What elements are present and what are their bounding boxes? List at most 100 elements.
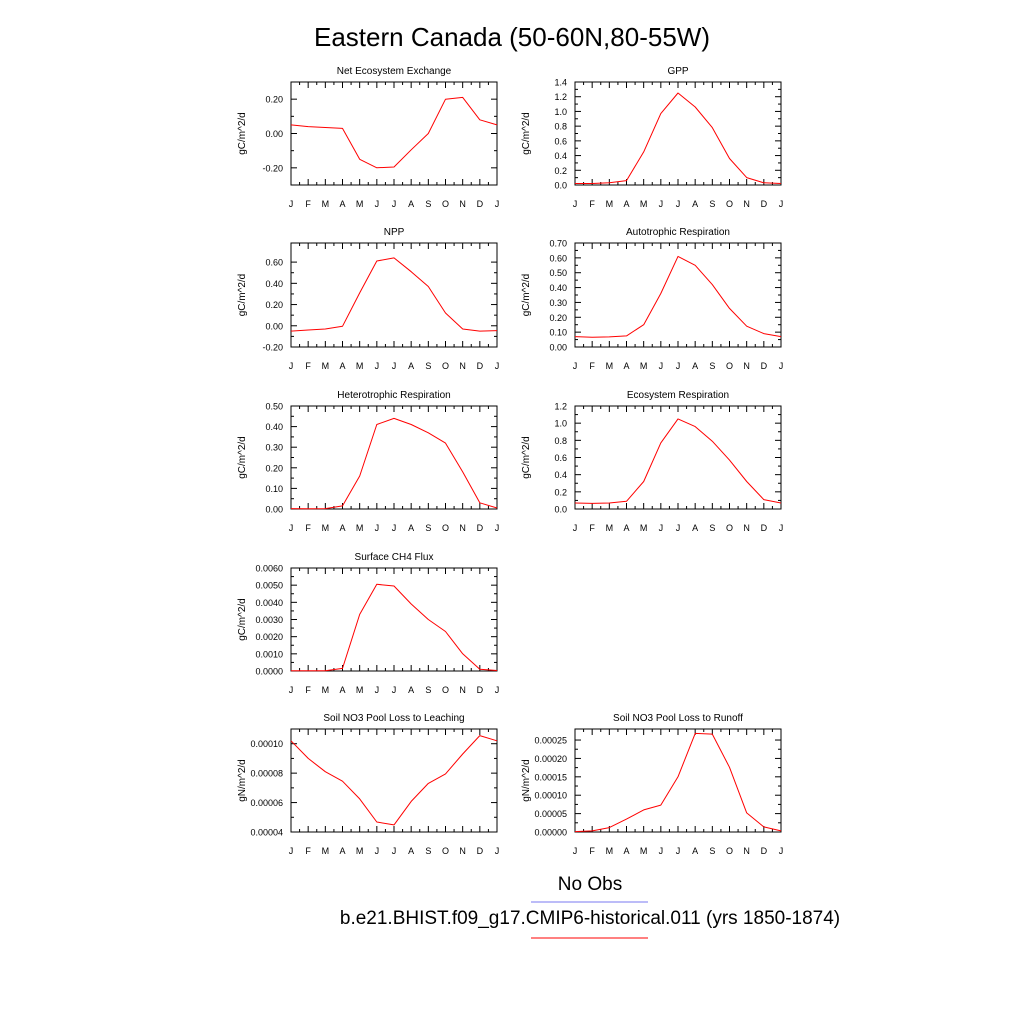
x-tick-label: J [495,523,500,533]
series-line-0 [575,92,782,184]
x-tick-label: S [425,361,431,371]
series-line-0 [574,255,782,338]
y-tick-label: 0.20 [265,95,283,105]
plot-frame [574,405,782,510]
y-tick-label: 0.20 [265,463,283,473]
chart-title: NPP [384,227,405,238]
x-tick-label: O [442,523,449,533]
x-tick-label: F [305,523,311,533]
x-tick-label: F [305,685,311,695]
x-tick-label: J [289,523,294,533]
x-tick-label: D [761,199,768,209]
y-tick-label: 0.0050 [255,581,283,591]
y-tick-label: 0.40 [265,279,283,289]
x-tick-label: J [676,846,681,856]
y-tick-label: 0.0040 [255,598,283,608]
x-tick-label: J [495,361,500,371]
x-tick-label: N [743,199,750,209]
plot-frame [574,728,782,833]
series-line-0 [290,583,498,672]
y-tick-label: 0.00008 [250,769,283,779]
x-tick-label: N [459,685,466,695]
chart-panel-7: Soil NO3 Pool Loss to Leaching gN/m^2/d J F… [237,713,499,856]
y-tick-label: -0.20 [262,343,283,353]
x-tick-label: M [322,685,330,695]
x-tick-label: J [659,199,664,209]
y-tick-label: 0.00006 [250,798,283,808]
x-tick-label: S [709,846,715,856]
x-tick-label: J [779,361,784,371]
legend-label-model: b.e21.BHIST.f09_g17.CMIP6-historical.011… [340,908,840,929]
x-tick-label: F [589,523,595,533]
x-tick-label: S [709,199,715,209]
x-tick-label: J [676,523,681,533]
plot-frame [290,405,498,510]
x-tick-label: J [495,685,500,695]
x-tick-label: F [589,846,595,856]
x-tick-label: J [392,361,397,371]
y-tick-label: 1.2 [554,402,567,412]
x-tick-label: S [709,523,715,533]
y-tick-label: 0.50 [549,268,567,278]
y-tick-label: 0.00 [265,505,283,515]
x-tick-label: S [425,846,431,856]
x-tick-label: J [392,199,397,209]
chart-title: Autotrophic Respiration [626,227,730,238]
y-axis-label: gC/m^2/d [237,598,248,641]
x-tick-label: A [339,199,345,209]
x-tick-label: J [659,523,664,533]
x-tick-label: A [692,846,698,856]
x-tick-label: N [743,846,750,856]
chart-title: Surface CH4 Flux [355,552,434,563]
y-tick-label: 0.00004 [250,828,283,838]
y-tick-label: 0.00020 [534,754,567,764]
x-tick-label: O [726,523,733,533]
x-tick-label: O [726,846,733,856]
y-tick-label: 0.00025 [534,736,567,746]
y-tick-label: 0.40 [549,283,567,293]
y-tick-label: 0.00 [549,343,567,353]
y-tick-label: 0.0010 [255,649,283,659]
y-axis-label: gN/m^2/d [237,759,248,802]
plot-frame [574,242,782,348]
x-tick-label: A [339,846,345,856]
x-tick-label: J [495,846,500,856]
x-tick-label: J [659,846,664,856]
y-tick-label: -0.20 [262,163,283,173]
x-tick-label: J [392,846,397,856]
x-tick-label: A [408,199,414,209]
legend: No Obs b.e21.BHIST.f09_g17.CMIP6-histori… [340,874,840,939]
x-tick-label: J [779,846,784,856]
x-tick-label: D [477,685,484,695]
x-tick-label: J [289,361,294,371]
y-tick-label: 0.50 [265,402,283,412]
series-line-0 [290,96,498,169]
x-tick-label: A [623,846,629,856]
x-tick-label: A [339,361,345,371]
y-axis-label: gC/m^2/d [521,274,532,317]
series-line-0 [574,732,782,833]
x-tick-label: O [726,199,733,209]
x-tick-label: D [477,199,484,209]
x-tick-label: J [676,361,681,371]
x-tick-label: M [640,846,648,856]
x-tick-label: O [726,361,733,371]
y-axis-label: gC/m^2/d [237,274,248,317]
y-tick-label: 1.4 [554,78,567,88]
x-tick-label: M [356,523,364,533]
x-tick-label: F [305,846,311,856]
x-tick-label: A [623,199,629,209]
x-tick-label: A [408,361,414,371]
x-tick-label: A [408,685,414,695]
y-tick-label: 0.0030 [255,615,283,625]
x-tick-label: N [459,523,466,533]
x-tick-label: J [375,523,380,533]
x-tick-label: A [339,523,345,533]
x-tick-label: M [322,361,330,371]
